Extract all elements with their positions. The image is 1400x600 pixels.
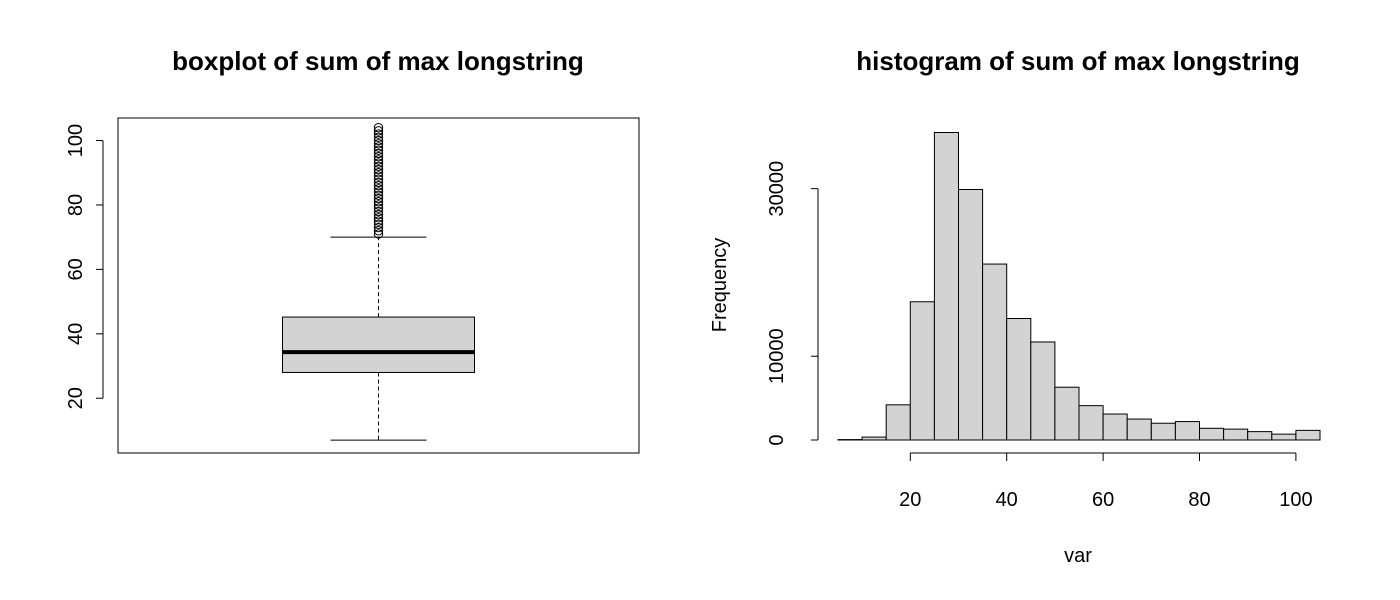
boxplot-y-tick-label: 60 [65,258,87,280]
histogram-bar [1102,413,1128,441]
histogram-title: histogram of sum of max longstring [856,46,1299,76]
histogram-x-tick-label: 20 [899,489,921,511]
histogram-panel: histogram of sum of max longstring var F… [709,46,1321,567]
histogram-bar [1247,431,1273,441]
boxplot-outlier [373,161,384,172]
boxplot-outlier [373,209,384,220]
boxplot-outlier [373,122,384,133]
boxplot-outlier [373,177,384,188]
histogram-bar [1199,427,1225,441]
boxplot-outlier [373,174,384,184]
boxplot-outlier [373,142,384,152]
boxplot-title: boxplot of sum of max longstring [172,46,584,76]
histogram-bar [885,404,911,441]
boxplot-outlier [373,216,384,226]
boxplot-y-tick-label: 80 [65,194,87,216]
boxplot-outlier [373,200,384,210]
histogram-bar [1174,421,1201,441]
boxplot-outlier [373,229,384,239]
boxplot-outlier [373,135,384,146]
boxplot-outlier [373,151,384,162]
histogram-bar [1078,405,1104,441]
boxplot-panel: boxplot of sum of max longstring 20 40 60 8… [65,46,640,454]
histogram-bar [982,263,1008,441]
boxplot-marks [282,122,475,441]
histogram-bar [1223,428,1249,441]
histogram-bar [933,132,960,441]
boxplot-box [282,316,475,373]
boxplot-outlier [373,184,384,194]
boxplot-outlier [373,158,384,168]
histogram-y-tick-label: 10000 [766,328,788,384]
boxplot-outlier [373,187,384,197]
histogram-y-axis-label: Frequency [709,238,731,333]
histogram-bar [1006,318,1032,441]
boxplot-outlier [373,213,384,223]
histogram-x-axis: 20 40 60 80 100 [899,452,1313,511]
boxplot-outlier [373,190,384,201]
boxplot-outlier [373,168,384,178]
boxplot-outlier [373,203,384,213]
histogram-bar [1271,433,1297,441]
boxplot-outlier [373,219,384,229]
boxplot-outlier [373,193,384,204]
histogram-x-tick-label: 60 [1092,489,1114,511]
histogram-bar [1295,429,1321,441]
histogram-x-axis-label: var [1064,545,1092,567]
histogram-bar [1030,341,1056,441]
boxplot-outlier [373,132,384,143]
boxplot-plot-frame [117,117,640,454]
histogram-x-tick-label: 40 [996,489,1018,511]
boxplot-y-tick-label: 100 [65,124,87,157]
histogram-bar [861,436,887,441]
histogram-y-tick-label: 0 [766,434,788,445]
histogram-y-tick-label: 30000 [766,161,788,217]
boxplot-outlier [373,145,384,155]
histogram-y-axis: 0 10000 30000 [766,161,819,446]
boxplot-outlier [373,139,384,149]
boxplot-y-tick-label: 40 [65,323,87,345]
histogram-bar [958,188,984,441]
boxplot-outlier [373,164,384,175]
boxplot-outlier [373,171,384,181]
boxplot-outlier [373,155,384,165]
boxplot-outlier [373,180,384,191]
boxplot-y-axis: 20 40 60 80 100 [65,124,104,409]
histogram-bars [837,132,1321,441]
boxplot-outlier [373,148,384,159]
boxplot-outlier [373,206,384,217]
histogram-x-tick-label: 100 [1279,489,1312,511]
boxplot-outlier [373,222,384,233]
boxplot-outlier [373,197,384,207]
boxplot-y-tick-label: 20 [65,387,87,409]
histogram-bar [1150,422,1176,441]
boxplot-outlier [373,129,384,139]
histogram-x-tick-label: 80 [1188,489,1210,511]
histogram-bar [1054,386,1080,441]
histogram-bar [909,301,935,441]
boxplot-outlier [373,126,384,136]
boxplot-outlier [373,226,384,236]
histogram-bar [1126,418,1152,441]
